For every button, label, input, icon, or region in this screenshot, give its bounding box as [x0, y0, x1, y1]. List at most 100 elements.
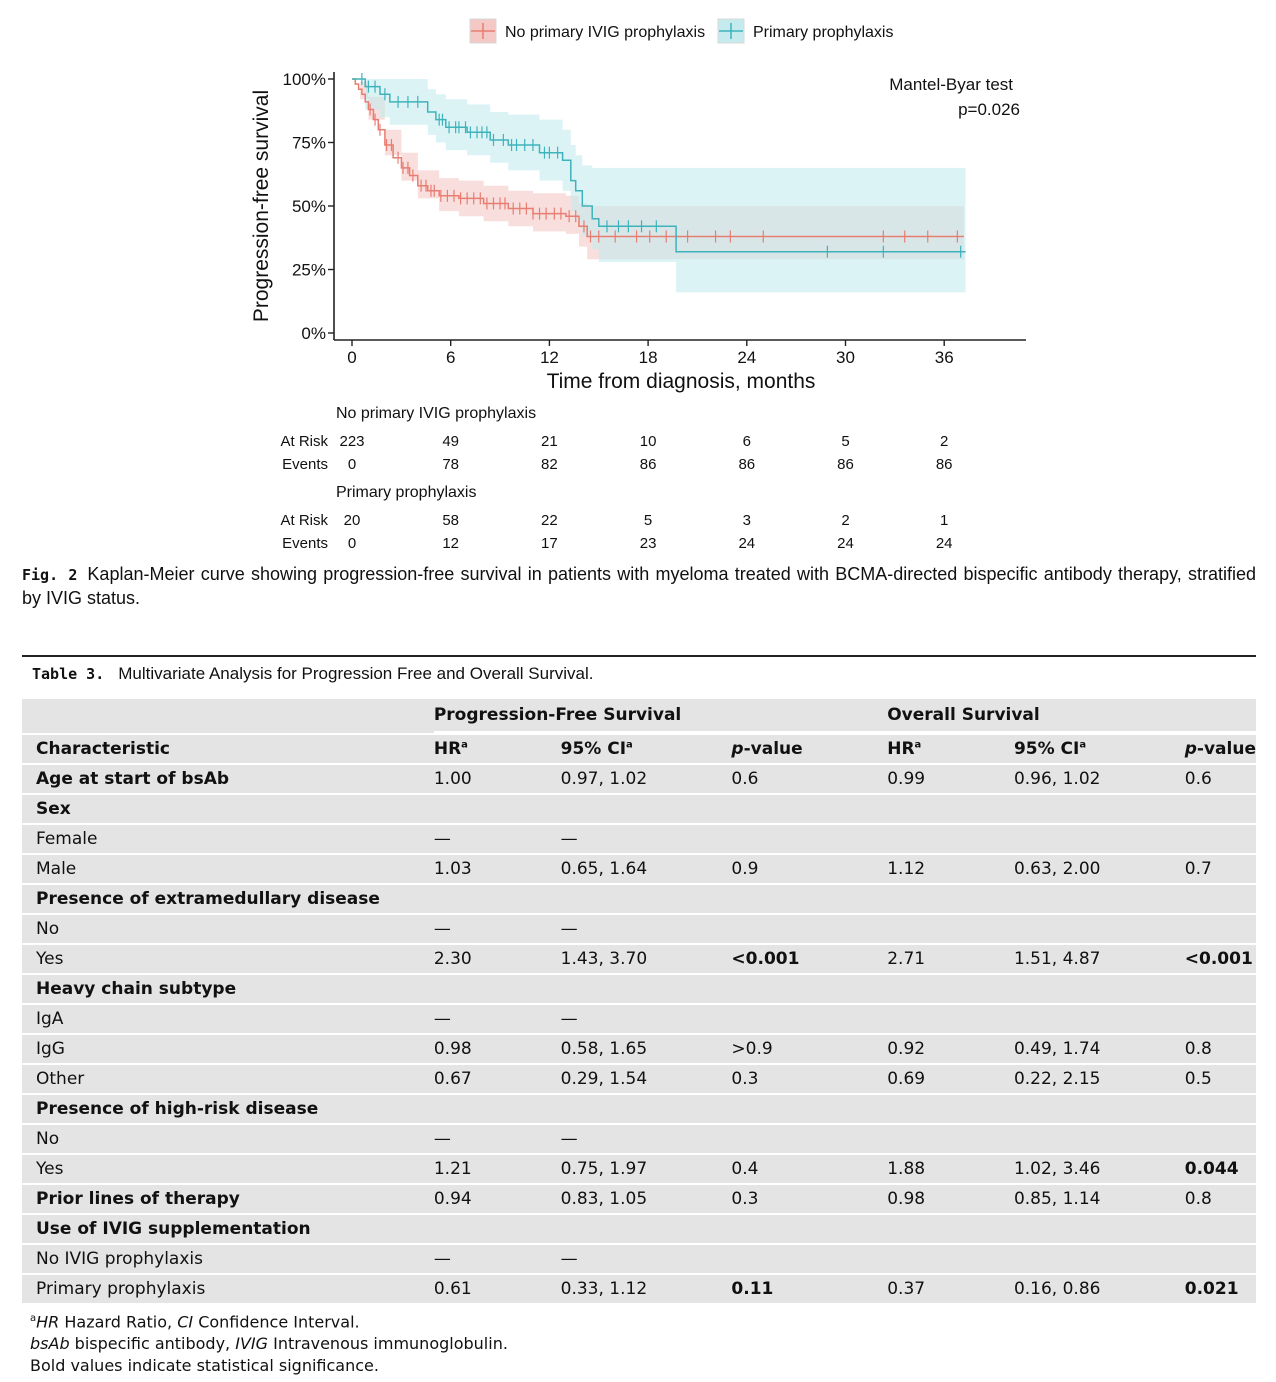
table-row: Primary prophylaxis 0.61 0.33, 1.12 0.11 0.3…: [22, 1275, 1256, 1303]
cell-os-ci: [1013, 795, 1185, 823]
risk-events-value: 0: [348, 456, 356, 473]
cell-pfs-ci: —: [560, 915, 732, 943]
row-label: IgA: [22, 1005, 434, 1033]
risk-at-risk-value: 5: [841, 433, 849, 450]
table-row: IgG 0.98 0.58, 1.65 >0.9 0.92 0.49, 1.74 0.8: [22, 1035, 1256, 1063]
cell-pfs-p: [731, 1005, 888, 1033]
y-tick-label: 100%: [283, 70, 326, 89]
table-row: IgA — —: [22, 1005, 1256, 1033]
cell-pfs-hr: —: [433, 1005, 561, 1033]
risk-at-risk-value: 6: [743, 433, 751, 450]
risk-at-risk-value: 49: [442, 433, 459, 450]
cell-pfs-p: [731, 825, 888, 853]
cell-os-p: [1184, 1095, 1256, 1123]
y-tick-label: 50%: [292, 197, 326, 216]
cell-pfs-p: [731, 1095, 888, 1123]
cell-os-p: [1184, 885, 1256, 913]
row-label: Sex: [22, 795, 434, 823]
risk-at-risk-value: 10: [640, 433, 657, 450]
figure-caption: Fig. 2 Kaplan-Meier curve showing progres…: [22, 563, 1256, 610]
table-row: Age at start of bsAb 1.00 0.97, 1.02 0.6 0.9…: [22, 765, 1256, 793]
cell-pfs-hr: [433, 795, 561, 823]
cell-pfs-p: >0.9: [731, 1035, 888, 1063]
risk-at-risk-value: 223: [339, 433, 364, 450]
risk-group-title-0: No primary IVIG prophylaxis: [336, 405, 536, 422]
row-label: Yes: [22, 945, 434, 973]
cell-pfs-hr: 1.00: [433, 765, 561, 793]
col-pfs-hr: HRa: [433, 735, 561, 763]
cell-pfs-p: 0.11: [731, 1275, 888, 1303]
cell-pfs-hr: 0.98: [433, 1035, 561, 1063]
cell-pfs-hr: 2.30: [433, 945, 561, 973]
cell-pfs-p: <0.001: [731, 945, 888, 973]
cell-pfs-ci: 0.58, 1.65: [560, 1035, 732, 1063]
figure-label: Fig. 2: [22, 566, 78, 584]
legend-label-1: Primary prophylaxis: [753, 24, 893, 41]
cell-pfs-p: [731, 915, 888, 943]
table-group-header-row: Progression-Free Survival Overall Surviv…: [22, 699, 1256, 733]
cell-pfs-p: [731, 885, 888, 913]
table-row: No — —: [22, 915, 1256, 943]
cell-os-hr: [887, 1215, 1014, 1243]
series-line-1: [352, 78, 966, 253]
cell-os-ci: [1013, 885, 1185, 913]
risk-at-risk-value: 2: [841, 512, 849, 529]
cell-pfs-ci: 0.33, 1.12: [560, 1275, 732, 1303]
table-row: Sex: [22, 795, 1256, 823]
cell-pfs-ci: [560, 795, 732, 823]
risk-events-value: 78: [442, 456, 459, 473]
cell-pfs-hr: 1.03: [433, 855, 561, 883]
cell-pfs-ci: 0.97, 1.02: [560, 765, 732, 793]
cell-os-p: 0.8: [1184, 1035, 1256, 1063]
cell-pfs-ci: 0.65, 1.64: [560, 855, 732, 883]
risk-events-value: 86: [837, 456, 854, 473]
cell-os-hr: 1.88: [887, 1155, 1014, 1183]
risk-events-value: 12: [442, 535, 459, 552]
cell-os-p: 0.044: [1184, 1155, 1256, 1183]
cell-pfs-hr: 0.61: [433, 1275, 561, 1303]
table-top-rule: [22, 655, 1256, 657]
cell-os-p: 0.021: [1184, 1275, 1256, 1303]
cell-pfs-ci: [560, 1095, 732, 1123]
risk-row-label: At Risk: [280, 512, 328, 529]
cell-os-p: [1184, 825, 1256, 853]
x-tick-label: 30: [836, 348, 855, 367]
risk-events-value: 23: [640, 535, 657, 552]
cell-pfs-hr: 1.21: [433, 1155, 561, 1183]
cell-os-hr: 1.12: [887, 855, 1014, 883]
table-row: Female — —: [22, 825, 1256, 853]
cell-os-hr: [887, 1245, 1014, 1273]
table-label: Table 3.: [32, 665, 105, 683]
footnote-abbrev-bsab-ivig: bsAb bispecific antibody, IVIG Intraveno…: [30, 1334, 508, 1354]
cell-os-ci: 0.63, 2.00: [1013, 855, 1185, 883]
table-row: No IVIG prophylaxis — —: [22, 1245, 1256, 1273]
cell-os-p: <0.001: [1184, 945, 1256, 973]
table-title: Table 3. Multivariate Analysis for Progre…: [32, 664, 594, 684]
col-characteristic: Characteristic: [22, 735, 434, 763]
row-label: Male: [22, 855, 434, 883]
cell-os-hr: 0.98: [887, 1185, 1014, 1213]
cell-os-ci: 0.85, 1.14: [1013, 1185, 1185, 1213]
risk-events-value: 0: [348, 535, 356, 552]
x-tick-label: 18: [639, 348, 658, 367]
cell-os-p: [1184, 1215, 1256, 1243]
risk-at-risk-value: 5: [644, 512, 652, 529]
row-label: No: [22, 1125, 434, 1153]
cell-os-ci: 1.51, 4.87: [1013, 945, 1185, 973]
col-pfs-ci: 95% CIa: [560, 735, 732, 763]
row-label: No: [22, 915, 434, 943]
row-label: Yes: [22, 1155, 434, 1183]
table-row: Other 0.67 0.29, 1.54 0.3 0.69 0.22, 2.15 0.5: [22, 1065, 1256, 1093]
cell-pfs-ci: —: [560, 825, 732, 853]
row-label: Age at start of bsAb: [22, 765, 434, 793]
cell-os-ci: [1013, 825, 1185, 853]
risk-events-value: 86: [640, 456, 657, 473]
cell-os-hr: 0.69: [887, 1065, 1014, 1093]
row-label: Prior lines of therapy: [22, 1185, 434, 1213]
risk-at-risk-value: 58: [442, 512, 459, 529]
risk-events-value: 86: [936, 456, 953, 473]
cell-os-ci: [1013, 1125, 1185, 1153]
cell-os-hr: [887, 975, 1014, 1003]
col-os-p: p-value: [1184, 735, 1256, 763]
